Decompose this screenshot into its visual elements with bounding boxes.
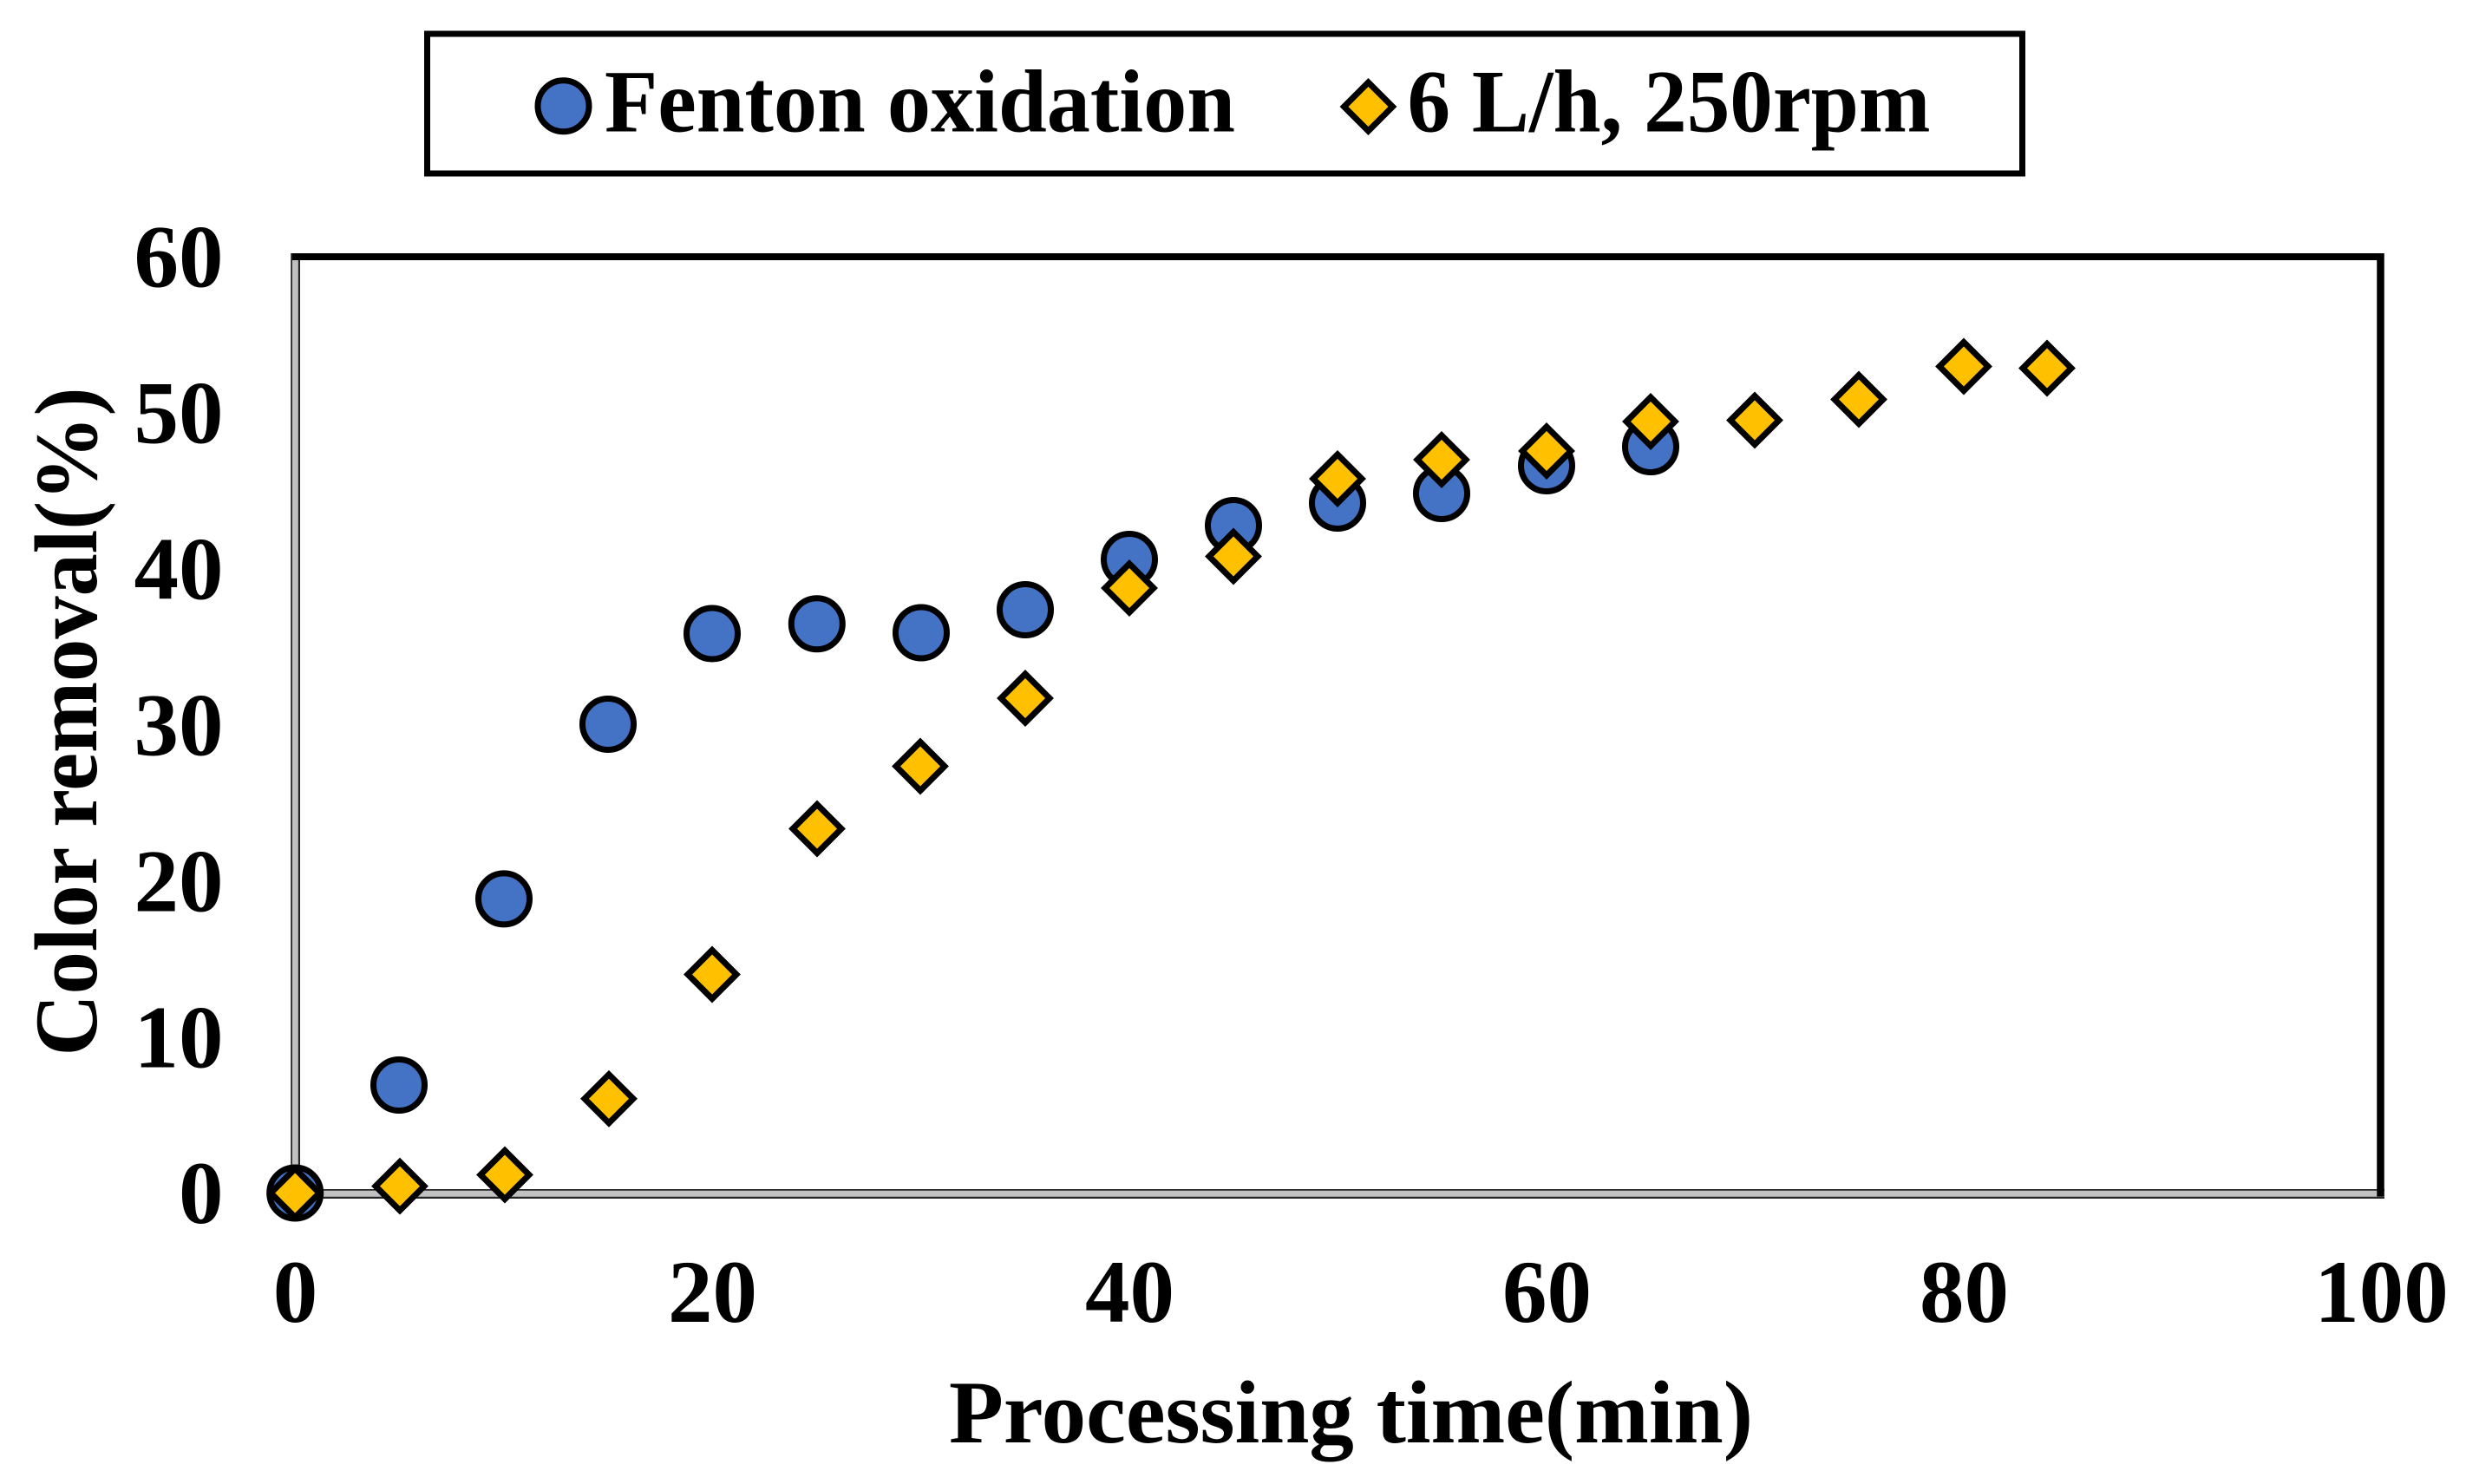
svg-text:30: 30: [134, 677, 224, 775]
svg-text:60: 60: [134, 208, 224, 307]
svg-text:20: 20: [134, 832, 224, 931]
svg-text:Processing time(min): Processing time(min): [949, 1363, 1753, 1462]
svg-text:0: 0: [273, 1243, 318, 1342]
svg-text:40: 40: [134, 520, 224, 619]
svg-text:Color removal(%): Color removal(%): [17, 388, 116, 1056]
svg-text:0: 0: [179, 1144, 224, 1243]
svg-text:Fenton oxidation: Fenton oxidation: [605, 53, 1235, 152]
svg-text:10: 10: [134, 988, 224, 1087]
svg-text:60: 60: [1502, 1243, 1592, 1342]
svg-text:50: 50: [134, 364, 224, 463]
svg-text:6 L/h, 250rpm: 6 L/h, 250rpm: [1408, 53, 1931, 152]
svg-text:40: 40: [1085, 1243, 1174, 1342]
svg-text:80: 80: [1920, 1243, 2009, 1342]
svg-text:20: 20: [668, 1243, 757, 1342]
svg-text:100: 100: [2314, 1243, 2449, 1342]
